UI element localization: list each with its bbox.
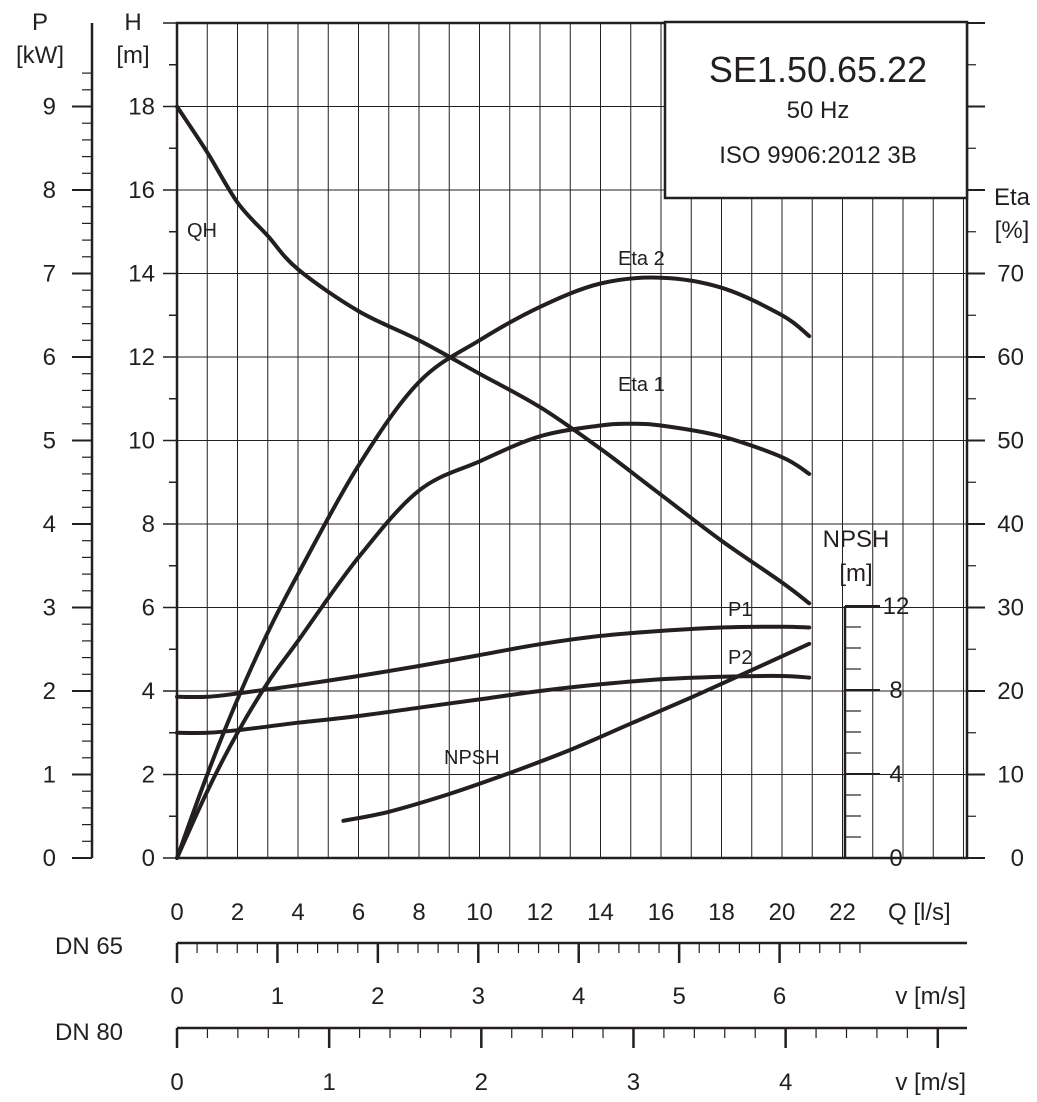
p-tick-label: 1 bbox=[43, 762, 56, 789]
info-box-frame bbox=[663, 20, 969, 200]
q-tick-label: 20 bbox=[769, 899, 796, 926]
npsh-tick-label: 0 bbox=[889, 845, 902, 872]
h-tick-label: 0 bbox=[142, 845, 155, 872]
npsh-axis-unit: [m] bbox=[839, 560, 872, 587]
h-tick-label: 6 bbox=[142, 595, 155, 622]
h-tick-label: 2 bbox=[142, 762, 155, 789]
label-p1: P1 bbox=[728, 599, 752, 621]
eta-tick-label: 50 bbox=[997, 428, 1024, 455]
npsh-tick-label: 4 bbox=[889, 761, 902, 788]
p-tick-label: 5 bbox=[43, 428, 56, 455]
dn80-scale-label: v [m/s] bbox=[895, 1069, 966, 1096]
p-axis-title: P bbox=[32, 9, 48, 36]
dn80-tick-label: 2 bbox=[475, 1069, 488, 1096]
h-axis-unit: [m] bbox=[116, 42, 149, 69]
h-tick-label: 14 bbox=[128, 261, 155, 288]
x-axis-label: Q [l/s] bbox=[888, 899, 951, 926]
q-tick-label: 6 bbox=[352, 899, 365, 926]
dn65-scale-label: v [m/s] bbox=[895, 983, 966, 1010]
curve-eta-2 bbox=[175, 275, 812, 860]
eta-axis-unit: [%] bbox=[995, 217, 1030, 244]
curve-labels: QH Eta 1 Eta 2 P1 P2 NPSH bbox=[187, 220, 752, 769]
npsh-tick-label: 12 bbox=[883, 593, 910, 620]
h-tick-label: 10 bbox=[128, 428, 155, 455]
label-qh: QH bbox=[187, 220, 217, 242]
p-tick-label: 3 bbox=[43, 595, 56, 622]
axes: 0246810121416180123456789010203040506070… bbox=[43, 22, 1024, 926]
dn65-tick-label: 6 bbox=[773, 983, 786, 1010]
h-tick-label: 4 bbox=[142, 678, 155, 705]
h-tick-label: 8 bbox=[142, 511, 155, 538]
p-tick-label: 7 bbox=[43, 261, 56, 288]
q-tick-label: 2 bbox=[231, 899, 244, 926]
dn65-scale-name: DN 65 bbox=[55, 933, 123, 960]
dn80-scale-name: DN 80 bbox=[55, 1019, 123, 1046]
dn80-tick-label: 1 bbox=[322, 1069, 335, 1096]
q-tick-label: 14 bbox=[587, 899, 614, 926]
npsh-axis-title: NPSH bbox=[823, 526, 890, 553]
p-tick-label: 0 bbox=[43, 845, 56, 872]
unit-labels: P [kW] H [m] Eta [%] NPSH [m] Q [l/s] bbox=[16, 9, 1031, 926]
q-tick-label: 4 bbox=[291, 899, 304, 926]
h-axis-title: H bbox=[124, 9, 141, 36]
eta-tick-label: 0 bbox=[1011, 845, 1024, 872]
p-tick-label: 8 bbox=[43, 177, 56, 204]
curve-p2 bbox=[175, 673, 812, 735]
curve-npsh bbox=[341, 641, 812, 823]
eta-tick-label: 10 bbox=[997, 762, 1024, 789]
q-tick-label: 18 bbox=[708, 899, 735, 926]
q-tick-label: 16 bbox=[648, 899, 675, 926]
dn65-tick-label: 1 bbox=[271, 983, 284, 1010]
q-tick-label: 8 bbox=[412, 899, 425, 926]
eta-tick-label: 60 bbox=[997, 344, 1024, 371]
p-tick-label: 4 bbox=[43, 511, 56, 538]
dn65-tick-label: 4 bbox=[572, 983, 585, 1010]
q-tick-label: 22 bbox=[829, 899, 856, 926]
info-box: SE1.50.65.22 50 Hz ISO 9906:2012 3B bbox=[663, 20, 969, 200]
curve-eta-1 bbox=[175, 421, 812, 860]
eta-tick-label: 40 bbox=[997, 511, 1024, 538]
h-tick-label: 12 bbox=[128, 344, 155, 371]
eta-tick-label: 20 bbox=[997, 678, 1024, 705]
dn80-tick-label: 4 bbox=[779, 1069, 792, 1096]
npsh-tick-label: 8 bbox=[889, 677, 902, 704]
eta-tick-label: 30 bbox=[997, 595, 1024, 622]
q-tick-label: 10 bbox=[466, 899, 493, 926]
h-tick-label: 18 bbox=[128, 94, 155, 121]
eta-tick-label: 70 bbox=[997, 261, 1024, 288]
p-tick-label: 9 bbox=[43, 94, 56, 121]
dn80-tick-label: 0 bbox=[170, 1069, 183, 1096]
dn65-tick-label: 0 bbox=[170, 983, 183, 1010]
eta-axis-title: Eta bbox=[994, 184, 1031, 211]
label-eta2: Eta 2 bbox=[618, 248, 665, 270]
q-tick-label: 12 bbox=[527, 899, 554, 926]
dn65-tick-label: 2 bbox=[371, 983, 384, 1010]
curves bbox=[175, 104, 812, 860]
dn80-tick-label: 3 bbox=[627, 1069, 640, 1096]
label-eta1: Eta 1 bbox=[618, 374, 665, 396]
info-box-frequency: 50 Hz bbox=[787, 97, 850, 124]
q-tick-label: 0 bbox=[170, 899, 183, 926]
p-tick-label: 6 bbox=[43, 344, 56, 371]
label-p2: P2 bbox=[728, 647, 752, 669]
velocity-scales: DN 65 0 1 2 3 4 5 6 v [m/s] DN 80 0 1 2 3 4 v [m/s] bbox=[55, 933, 967, 1096]
p-tick-label: 2 bbox=[43, 678, 56, 705]
label-npsh: NPSH bbox=[444, 747, 500, 769]
curve-qh bbox=[175, 104, 812, 606]
info-box-model: SE1.50.65.22 bbox=[709, 49, 927, 90]
h-tick-label: 16 bbox=[128, 177, 155, 204]
info-box-standard: ISO 9906:2012 3B bbox=[719, 142, 916, 169]
dn65-tick-label: 5 bbox=[672, 983, 685, 1010]
p-axis-unit: [kW] bbox=[16, 42, 64, 69]
dn65-tick-label: 3 bbox=[472, 983, 485, 1010]
curve-p1 bbox=[175, 624, 812, 700]
